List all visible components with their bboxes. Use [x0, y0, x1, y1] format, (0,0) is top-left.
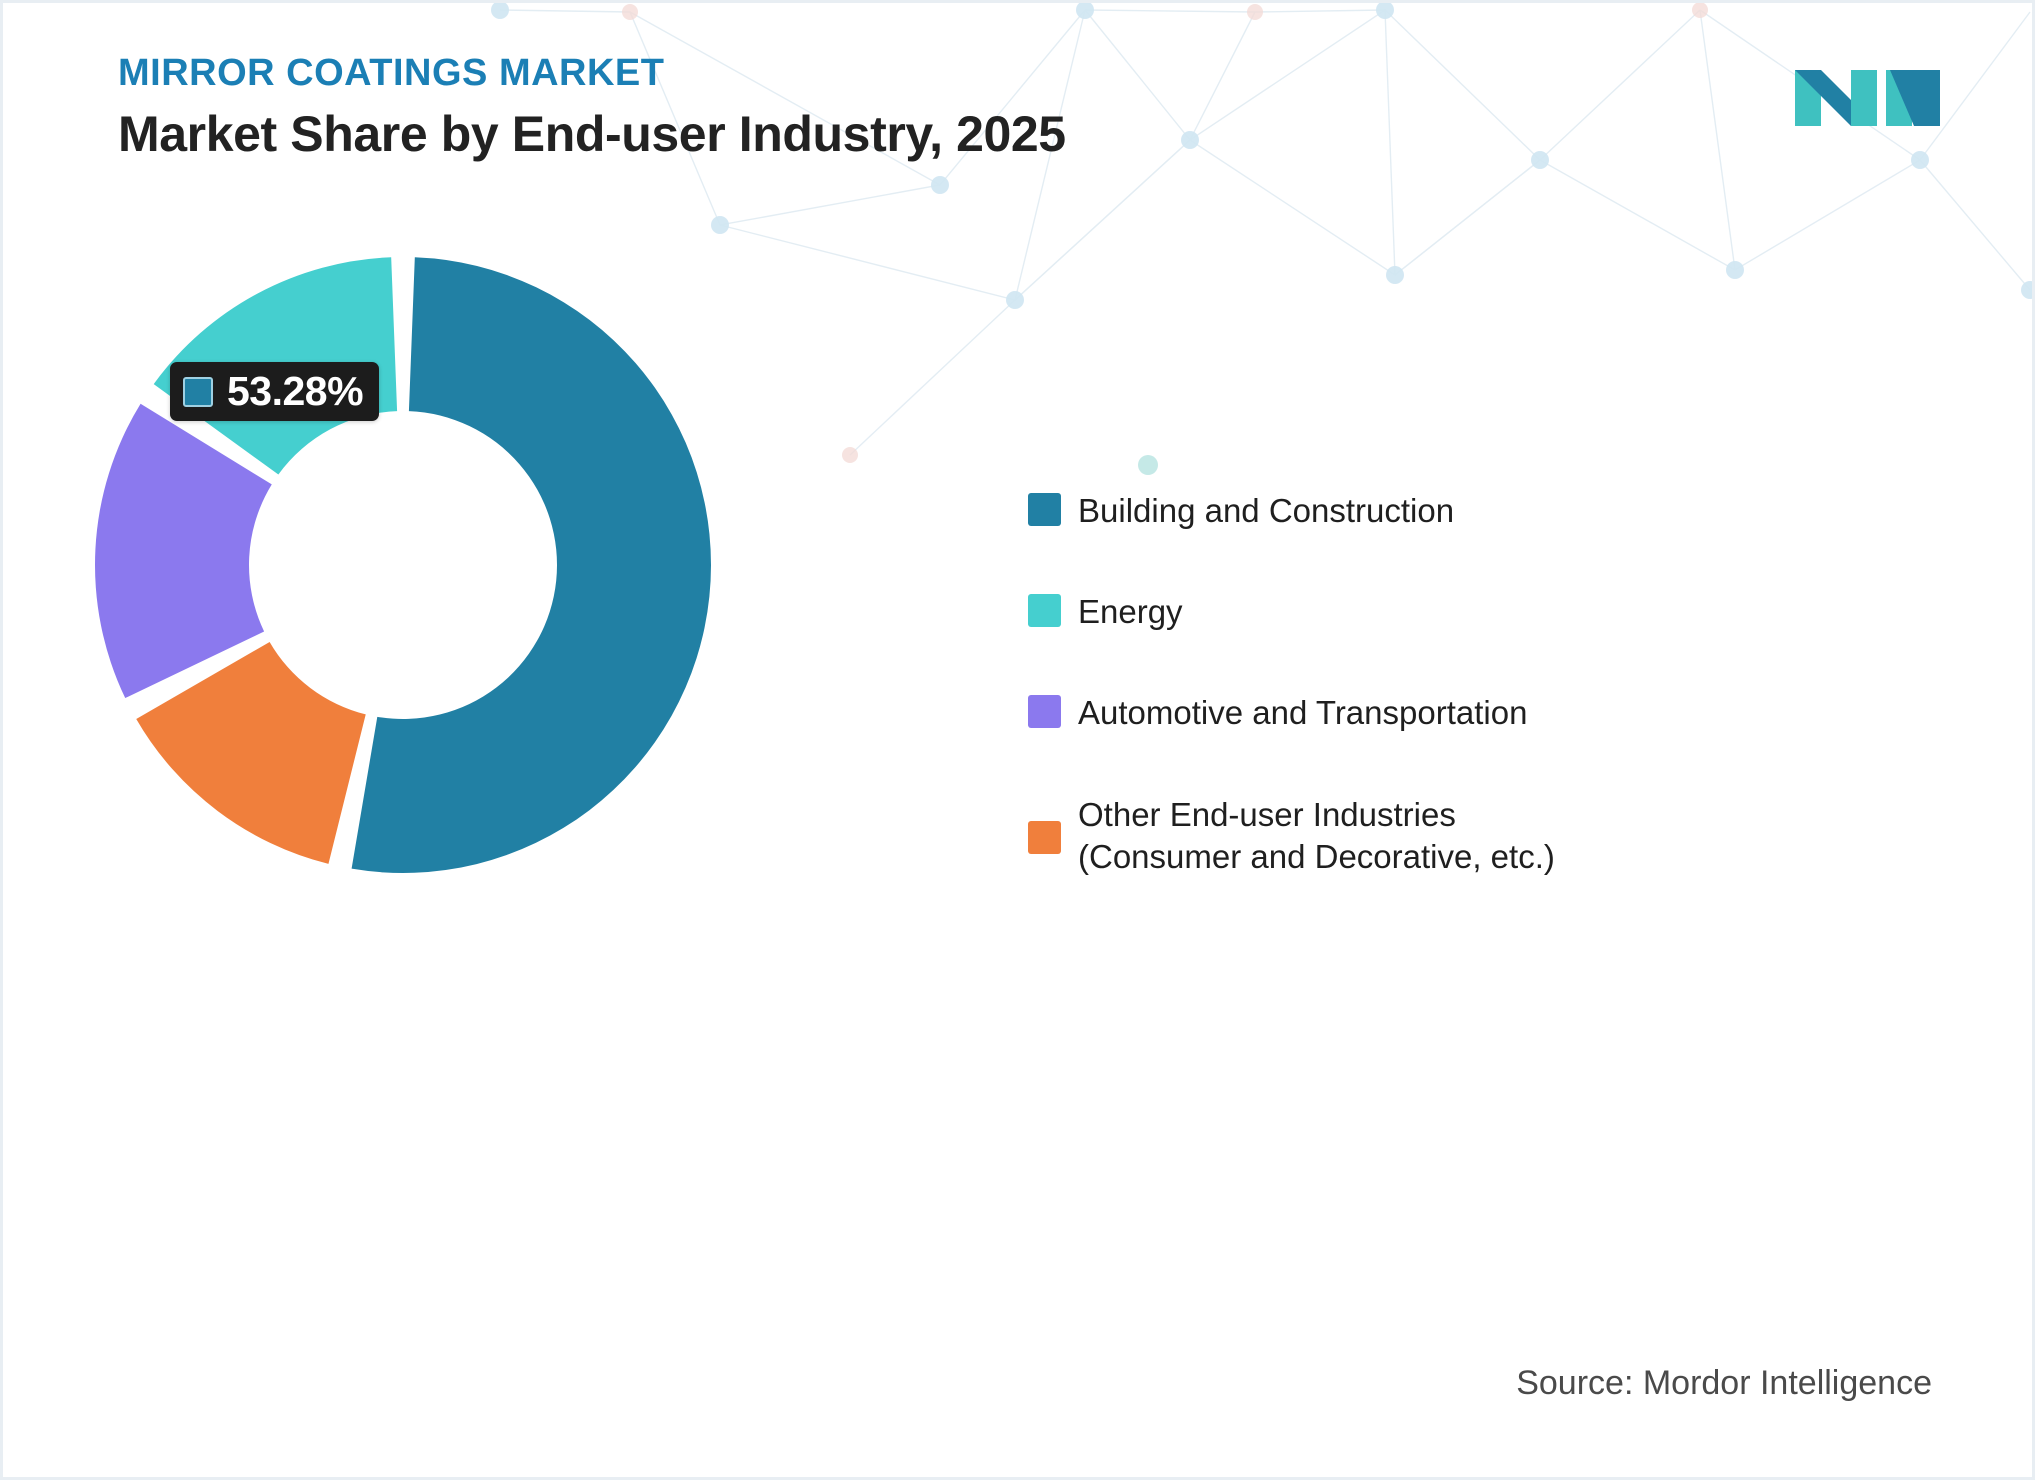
border-left — [0, 0, 3, 1480]
mordor-intelligence-logo — [1795, 70, 1940, 126]
legend-item-building-and-construction[interactable]: Building and Construction — [1028, 490, 1768, 532]
donut-chart — [60, 250, 760, 950]
source-attribution: Source: Mordor Intelligence — [1516, 1364, 1932, 1402]
legend-item-other-end-user-industries[interactable]: Other End-user Industries (Consumer and … — [1028, 794, 1768, 878]
legend-swatch-building-and-construction — [1028, 493, 1061, 526]
callout-color-swatch — [183, 376, 213, 407]
border-right — [2032, 0, 2035, 1480]
legend-item-energy[interactable]: Energy — [1028, 591, 1768, 633]
donut-slice[interactable] — [94, 403, 272, 699]
border-top — [0, 0, 2035, 3]
donut-slice[interactable] — [136, 641, 366, 864]
legend-label-building-and-construction: Building and Construction — [1078, 492, 1455, 529]
chart-legend: Building and Construction Energy Automot… — [1028, 490, 1768, 878]
legend-label-automotive-and-transportation: Automotive and Transportation — [1078, 694, 1528, 732]
border-bottom — [0, 1477, 2035, 1480]
donut-slice[interactable] — [351, 257, 711, 873]
legend-label-other-end-user-industries: Other End-user Industries (Consumer and … — [1078, 795, 1555, 875]
callout-value-label: 53.28% — [227, 368, 364, 414]
market-name-label: MIRROR COATINGS MARKET — [118, 52, 665, 94]
legend-swatch-automotive-and-transportation — [1028, 695, 1061, 729]
legend-swatch-energy — [1028, 594, 1061, 628]
page-title: Market Share by End-user Industry, 2025 — [118, 105, 1066, 162]
value-callout-tooltip: 53.28% — [170, 362, 380, 421]
legend-label-energy: Energy — [1078, 593, 1183, 631]
chart-header: MIRROR COATINGS MARKET Market Share by E… — [118, 52, 1066, 162]
legend-item-automotive-and-transportation[interactable]: Automotive and Transportation — [1028, 692, 1768, 734]
legend-swatch-other-end-user-industries — [1028, 820, 1061, 854]
donut-chart-svg — [94, 257, 711, 873]
